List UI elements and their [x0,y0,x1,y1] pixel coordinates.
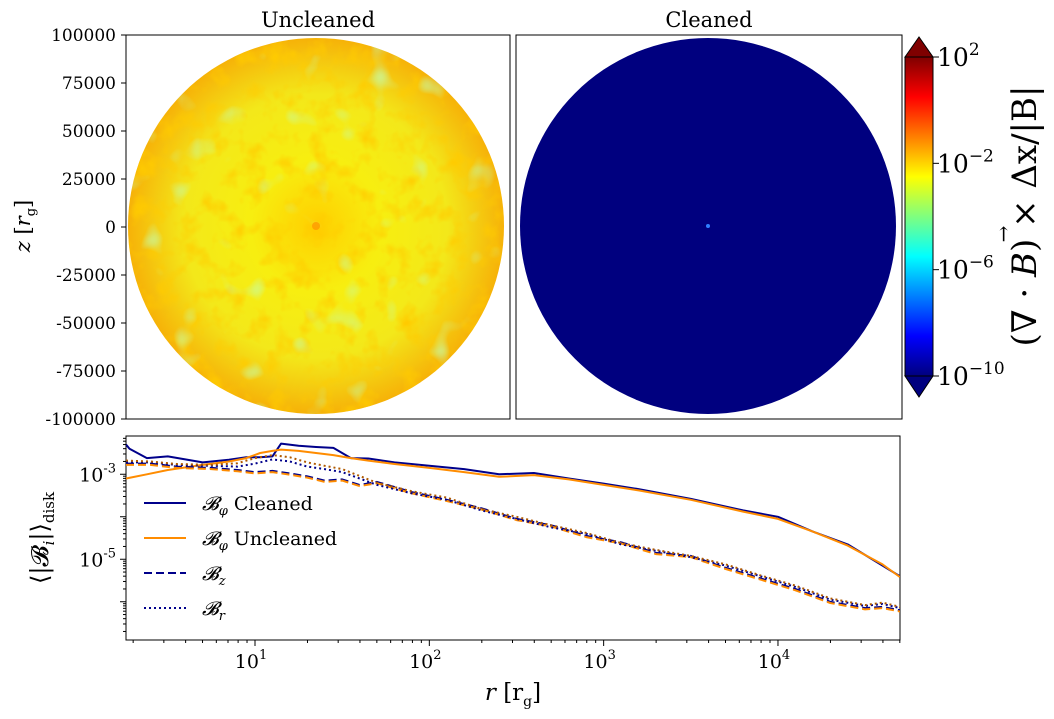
series-line-5 [126,454,900,608]
series-line-3 [126,463,900,613]
colorbar-label: (∇ · B) × Δx/|B| → [991,86,1045,347]
svg-text:⟨|𝓑i|⟩disk: ⟨|𝓑i|⟩disk [26,491,58,584]
uncleaned-y-tick-label: 25000 [62,170,116,190]
series-line-4 [126,458,900,610]
colorbar-label-vec: B [1005,252,1045,278]
colorbar-tick-label: 10−2 [937,146,994,178]
uncleaned-y-tick-label: 0 [105,218,116,238]
line-chart-series [126,442,900,613]
uncleaned-y-tick-label: 50000 [62,122,116,142]
cleaned-center-spot [706,224,710,228]
uncleaned-y-tick-label: -25000 [56,266,116,286]
uncleaned-y-tick-label: -75000 [56,362,116,382]
line-chart-x-axis: 101 102 103 104 [132,640,901,673]
colorbar-label-tail: ) × Δx/|B| [1005,86,1045,252]
uncleaned-y-axis: 100000 75000 50000 25000 0 -25000 -50000 -75000… [45,26,126,430]
colorbar-ticks: 102 10−2 10−6 10−10 [933,40,1005,391]
line-chart-y-axis: 10-3 10-5 [79,437,126,632]
uncleaned-title: Uncleaned [261,8,375,32]
uncleaned-center-spot [312,222,320,230]
svg-text:z [rg]: z [rg] [11,200,39,254]
uncleaned-y-axis-label: z [rg] [11,200,39,254]
line-chart-x-label: r [rg] [485,680,541,710]
colorbar-extend-top [904,36,934,58]
colorbar-extend-bottom [904,375,934,398]
legend-label: 𝓑r [202,598,226,624]
x-tick-label: 103 [583,648,615,673]
x-tick-label: 102 [409,648,441,673]
cleaned-axes-frame [515,34,903,420]
uncleaned-y-tick-label: -100000 [45,410,116,430]
series-line-0 [126,442,900,578]
y-tick-label: 10-5 [79,546,116,571]
line-chart-y-label: ⟨|𝓑i|⟩disk [26,491,58,584]
line-chart-frame [125,435,901,641]
colorbar: 102 10−2 10−6 10−10 (∇ · B) × Δx/|B| → [904,36,1045,398]
colorbar-tick-label: 10−10 [937,359,1005,391]
legend-label: 𝓑φ Cleaned [202,493,313,519]
svg-text:(∇ · B) × Δx/|B|: (∇ · B) × Δx/|B| [1005,86,1045,347]
uncleaned-y-tick-label: -50000 [56,314,116,334]
colorbar-tick-label: 10−6 [937,253,994,285]
colorbar-label-arrow: → [991,225,1015,242]
x-tick-label: 104 [758,648,790,673]
line-chart-legend: 𝓑φ Cleaned 𝓑φ Uncleaned 𝓑z 𝓑r [144,493,337,624]
legend-label: 𝓑z [202,563,226,589]
colorbar-label-head: (∇ · [1005,277,1045,346]
uncleaned-y-label-z: z [11,240,35,253]
uncleaned-y-tick-label: 75000 [62,74,116,94]
x-tick-label: 101 [235,648,267,673]
colorbar-gradient [904,56,934,377]
uncleaned-y-tick-label: 100000 [51,26,116,46]
uncleaned-panel: Uncleaned 100000 75000 50000 25000 0 -25000 -5… [11,8,511,430]
cleaned-title: Cleaned [665,8,752,32]
colorbar-tick-label: 102 [937,40,980,72]
series-line-1 [126,448,900,578]
line-chart: 101 102 103 104 10-3 10-5 𝓑φ Cleaned 𝓑φ Uncle… [26,435,901,710]
legend-label: 𝓑φ Uncleaned [202,528,337,554]
cleaned-panel: Cleaned [515,8,903,420]
y-tick-label: 10-3 [79,461,116,486]
